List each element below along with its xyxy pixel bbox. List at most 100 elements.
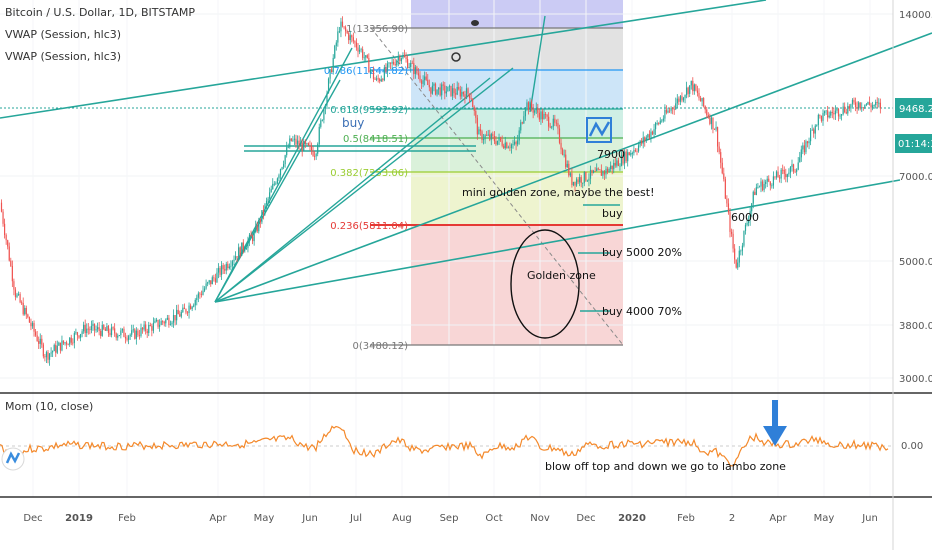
candle-body xyxy=(267,198,269,201)
candle-body xyxy=(837,109,840,117)
candle-body xyxy=(777,171,779,178)
candle-body xyxy=(775,171,778,178)
time-tick-15: Apr xyxy=(769,513,787,524)
candle-body xyxy=(462,91,464,95)
candle-body xyxy=(327,78,330,93)
candle-body xyxy=(606,168,609,173)
candle-body xyxy=(224,269,226,271)
candle-body xyxy=(332,57,334,73)
candle-body xyxy=(141,327,144,330)
candle-body xyxy=(72,342,74,344)
candle-body xyxy=(748,220,750,223)
candle-body xyxy=(665,109,668,113)
candle-body xyxy=(298,140,300,146)
candle-body xyxy=(490,133,492,140)
candle-body xyxy=(98,327,100,332)
indicator-vwap-1[interactable]: VWAP (Session, hlc3) xyxy=(5,28,121,41)
candle-body xyxy=(349,35,351,41)
candle-body xyxy=(42,344,44,357)
momentum-title[interactable]: Mom (10, close) xyxy=(5,400,93,413)
candle-body xyxy=(391,61,393,64)
candle-body xyxy=(408,66,410,68)
candle-body xyxy=(128,336,130,340)
candle-body xyxy=(589,169,592,179)
candle-body xyxy=(684,95,686,98)
candle-body xyxy=(487,134,489,136)
candle-body xyxy=(264,204,266,214)
time-axis[interactable]: Dec 2019 Feb Apr May Jun Jul Aug Sep Oct Nov Dec 202… xyxy=(23,513,877,524)
candle-body xyxy=(754,191,756,195)
candle-body xyxy=(190,305,192,310)
candle-body xyxy=(729,212,731,232)
candle-body xyxy=(157,319,159,327)
candle-body xyxy=(717,127,719,147)
annotation-buy-4000: buy 4000 70% xyxy=(602,305,682,318)
candle-body xyxy=(121,328,123,331)
time-tick-13: Feb xyxy=(677,513,695,524)
candle-body xyxy=(5,234,7,241)
candle-body xyxy=(2,211,4,224)
candle-body xyxy=(101,325,103,336)
candle-body xyxy=(633,150,635,154)
candle-body xyxy=(631,153,633,154)
candle-body xyxy=(622,154,624,164)
candle-body xyxy=(489,134,491,140)
candle-body xyxy=(155,319,158,321)
symbol-title[interactable]: Bitcoin / U.S. Dollar, 1D, BITSTAMP xyxy=(5,6,195,19)
countdown-value: 01:14:32 xyxy=(898,139,932,150)
candle-body xyxy=(69,337,71,345)
fib-zone-2 xyxy=(411,70,623,109)
candle-body xyxy=(417,73,420,76)
candle-body xyxy=(692,80,694,92)
price-axis[interactable]: 14000.00 7000.00 5000.00 3800.00 3000.00… xyxy=(895,10,932,385)
candle-body xyxy=(393,61,395,65)
candle-body xyxy=(35,331,37,336)
candle-body xyxy=(746,222,748,225)
candle-body xyxy=(769,181,771,186)
candle-body xyxy=(687,87,689,94)
candle-body xyxy=(456,87,458,95)
candle-body xyxy=(850,104,852,109)
candle-body xyxy=(394,64,396,66)
candle-body xyxy=(839,115,841,117)
candle-body xyxy=(169,324,172,326)
candle-body xyxy=(433,83,435,86)
candle-body xyxy=(86,328,88,334)
candle-body xyxy=(335,42,337,46)
candle-body xyxy=(637,145,640,152)
candle-body xyxy=(70,337,72,343)
candle-body xyxy=(867,102,869,105)
candle-body xyxy=(465,88,468,99)
candle-body xyxy=(510,144,513,149)
candle-body xyxy=(309,145,311,147)
candle-body xyxy=(682,97,685,101)
candle-body xyxy=(486,135,488,137)
candle-body xyxy=(222,265,224,270)
candle-body xyxy=(200,294,203,295)
candle-body xyxy=(247,240,249,249)
candle-body xyxy=(213,277,215,279)
indicator-vwap-2[interactable]: VWAP (Session, hlc3) xyxy=(5,50,121,63)
candle-body xyxy=(464,94,466,99)
candle-body xyxy=(509,147,511,149)
annotation-7900: 7900 xyxy=(597,148,625,161)
candle-body xyxy=(634,150,637,152)
candle-body xyxy=(84,324,86,334)
candle-body xyxy=(537,108,539,113)
candle-body xyxy=(358,49,361,52)
candle-body xyxy=(624,151,626,164)
candle-body xyxy=(177,309,179,315)
candle-body xyxy=(591,169,593,173)
candle-body xyxy=(721,162,723,174)
candle-body xyxy=(11,265,13,282)
candle-body xyxy=(107,326,110,333)
candle-body xyxy=(95,329,97,331)
candle-body xyxy=(262,210,265,214)
candle-body xyxy=(718,146,720,153)
candle-body xyxy=(287,147,289,149)
candle-body xyxy=(188,305,190,313)
candle-body xyxy=(675,103,677,110)
candle-body xyxy=(847,106,849,114)
candle-body xyxy=(811,129,813,131)
